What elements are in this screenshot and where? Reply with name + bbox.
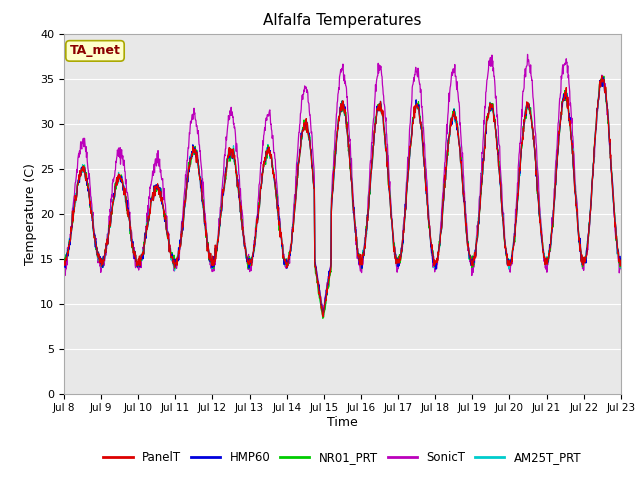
Text: TA_met: TA_met — [70, 44, 120, 58]
Legend: PanelT, HMP60, NR01_PRT, SonicT, AM25T_PRT: PanelT, HMP60, NR01_PRT, SonicT, AM25T_P… — [99, 446, 586, 469]
X-axis label: Time: Time — [327, 416, 358, 429]
Y-axis label: Temperature (C): Temperature (C) — [24, 163, 37, 264]
Title: Alfalfa Temperatures: Alfalfa Temperatures — [263, 13, 422, 28]
